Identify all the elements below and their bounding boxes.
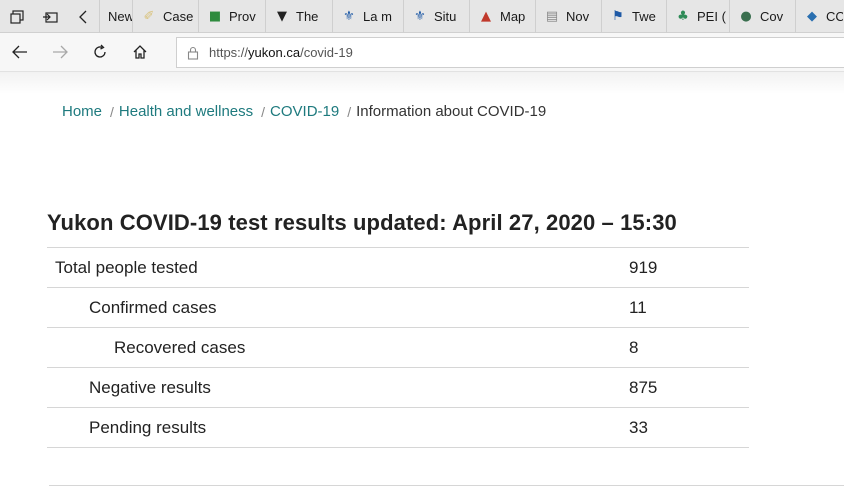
browser-tab[interactable]: ⚜ La m [332, 0, 403, 33]
breadcrumb-health-link[interactable]: Health and wellness [118, 103, 254, 120]
browser-tab[interactable]: ♣ PEI ( [666, 0, 729, 33]
globe-icon: ● [740, 9, 752, 24]
breadcrumb: Home / Health and wellness / COVID-19 / … [62, 103, 546, 120]
url-host: yukon.ca [248, 45, 301, 60]
set-tabs-aside-button[interactable] [33, 0, 66, 33]
browser-tab[interactable]: ● Cov [729, 0, 795, 33]
tab-title: Twe [632, 9, 656, 24]
tab-title: Map [500, 9, 526, 24]
row-label: Recovered cases [114, 338, 246, 357]
breadcrumb-separator: / [110, 103, 114, 120]
tab-title: The [296, 9, 319, 24]
table-row: Recovered cases 8 [47, 328, 749, 368]
forward-button[interactable] [40, 33, 80, 72]
green-logo-icon: ■ [208, 9, 222, 24]
test-results-table: Total people tested 919 Confirmed cases … [47, 247, 749, 448]
address-bar[interactable]: https://yukon.ca/covid-19 [176, 37, 844, 68]
row-value: 8 [629, 338, 639, 357]
breadcrumb-separator: / [347, 103, 352, 120]
tab-title: New [108, 9, 132, 24]
browser-tab[interactable]: ⚜ Situ [403, 0, 469, 33]
row-value: 875 [629, 378, 658, 397]
row-label: Confirmed cases [89, 298, 217, 317]
breadcrumb-current: Information about COVID-19 [356, 103, 547, 120]
url-text: https://yukon.ca/covid-19 [209, 45, 353, 60]
browser-tab[interactable]: ▲ Map [469, 0, 535, 33]
home-button[interactable] [120, 33, 160, 72]
tab-strip: New ✐ Case ■ Prov ▼ The ⚜ La m ⚜ Situ ▲ Map ▤ Nov ⚑ Twe ♣… [0, 0, 844, 33]
tab-actions-button[interactable] [0, 0, 33, 33]
tab-title: PEI ( [697, 9, 726, 24]
refresh-button[interactable] [80, 33, 120, 72]
chevron-left-icon [78, 10, 86, 23]
crest-icon: ◆ [807, 9, 817, 24]
browser-tab[interactable]: ■ Prov [198, 0, 265, 33]
row-value: 919 [629, 258, 658, 277]
tab-title: Cov [760, 9, 784, 24]
browser-tab[interactable]: ◆ CC [795, 0, 843, 33]
scroll-tabs-left-button[interactable] [66, 0, 99, 33]
set-aside-icon [42, 11, 58, 23]
trees-icon: ♣ [677, 9, 689, 24]
table-row: Total people tested 919 [47, 248, 749, 288]
tab-title: CC [826, 9, 843, 24]
row-label: Negative results [89, 378, 211, 397]
breadcrumb-separator: / [261, 103, 266, 120]
tab-title: Situ [434, 9, 457, 24]
table-row: Confirmed cases 11 [47, 288, 749, 328]
fleur-de-lis-icon: ⚜ [343, 9, 355, 24]
lock-icon [187, 46, 199, 60]
tab-actions-icon [9, 9, 24, 24]
page-title: Yukon COVID-19 test results updated: Apr… [47, 210, 677, 235]
newspaper-icon: ▤ [545, 9, 559, 24]
refresh-icon [94, 44, 106, 58]
tab-list: New ✐ Case ■ Prov ▼ The ⚜ La m ⚜ Situ ▲ Map ▤ Nov ⚑ Twe ♣… [99, 0, 843, 33]
back-button[interactable] [0, 33, 40, 72]
fleur-de-lis-icon: ⚜ [414, 9, 426, 24]
browser-tab[interactable]: ▤ Nov [535, 0, 601, 33]
browser-tab[interactable]: ⚑ Twe [601, 0, 666, 33]
table-row: Pending results 33 [47, 408, 749, 448]
page-top-shadow [0, 72, 844, 94]
breadcrumb-home-link[interactable]: Home [62, 103, 103, 120]
shield-icon: ▼ [277, 9, 287, 24]
browser-tab[interactable]: ✐ Case [132, 0, 198, 33]
home-icon [133, 45, 147, 59]
breadcrumb-covid-link[interactable]: COVID-19 [270, 103, 340, 120]
row-label: Pending results [89, 418, 207, 437]
tab-title: Prov [229, 9, 256, 24]
sail-icon: ▲ [481, 9, 491, 24]
tab-title: Nov [566, 9, 590, 24]
flag-icon: ⚑ [612, 9, 624, 24]
arrow-left-icon [12, 45, 27, 59]
url-scheme: https:// [209, 45, 249, 60]
browser-tab[interactable]: New [99, 0, 132, 33]
arrow-right-icon [53, 45, 68, 59]
document-icon: ✐ [143, 9, 155, 24]
tab-title: La m [363, 9, 392, 24]
url-path: /covid-19 [300, 45, 353, 60]
row-label: Total people tested [55, 258, 198, 277]
table-row: Negative results 875 [47, 368, 749, 408]
row-value: 33 [629, 418, 648, 437]
navigation-bar: https://yukon.ca/covid-19 [0, 33, 844, 72]
row-value: 11 [629, 298, 647, 317]
browser-tab[interactable]: ▼ The [265, 0, 332, 33]
section-divider [49, 485, 844, 486]
tab-title: Case [163, 9, 194, 24]
page-content: Home / Health and wellness / COVID-19 / … [0, 72, 844, 488]
